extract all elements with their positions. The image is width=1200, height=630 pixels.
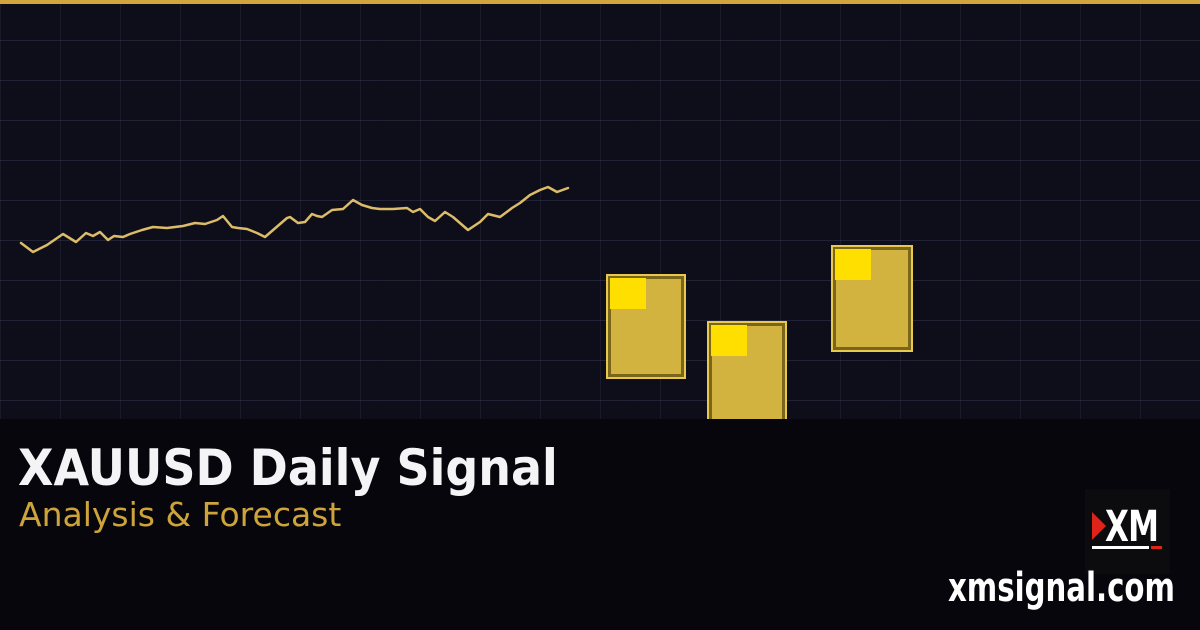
xm-logo-text: XM bbox=[1105, 502, 1159, 552]
xm-logo-underline-accent bbox=[1151, 546, 1162, 549]
page-subtitle: Analysis & Forecast bbox=[19, 495, 342, 534]
footer-panel: XAUUSD Daily Signal Analysis & Forecast … bbox=[0, 419, 1200, 630]
gold-bar bbox=[707, 321, 787, 419]
gold-bar bbox=[606, 274, 686, 379]
chart-area bbox=[0, 0, 1200, 419]
xm-logo: XM bbox=[1085, 489, 1170, 574]
gold-bar-shine-highlight bbox=[835, 249, 871, 280]
gold-bar-shine-highlight bbox=[610, 278, 646, 309]
gold-bar-shine-highlight bbox=[711, 325, 747, 356]
page-title: XAUUSD Daily Signal bbox=[18, 439, 558, 497]
top-accent-bar bbox=[0, 0, 1200, 4]
xm-logo-triangle-icon bbox=[1092, 512, 1106, 540]
sparkline-path bbox=[19, 185, 570, 254]
website-url: xmsignal.com bbox=[948, 565, 1175, 611]
xm-logo-underline bbox=[1092, 546, 1149, 549]
gold-bar bbox=[831, 245, 913, 352]
gold-price-sparkline bbox=[19, 185, 570, 254]
